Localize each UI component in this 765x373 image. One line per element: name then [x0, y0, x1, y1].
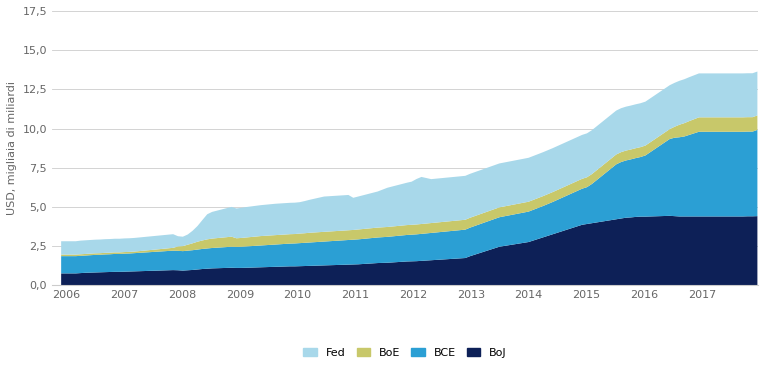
Legend: Fed, BoE, BCE, BoJ: Fed, BoE, BCE, BoJ: [299, 343, 511, 362]
Y-axis label: USD, migliaia di miliardi: USD, migliaia di miliardi: [7, 81, 17, 215]
